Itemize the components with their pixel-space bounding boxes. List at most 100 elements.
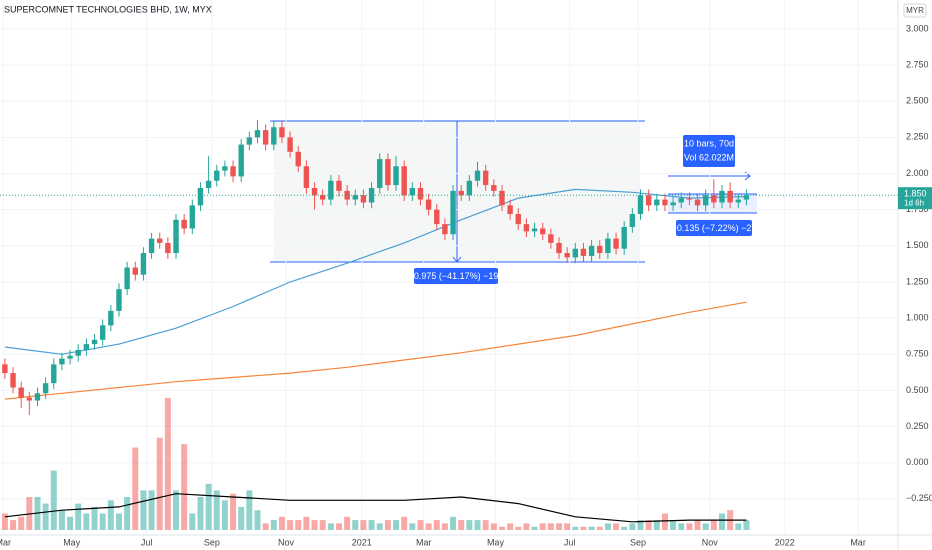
candle-body	[42, 383, 49, 394]
volume-bar	[287, 520, 294, 530]
volume-ma	[4, 493, 747, 523]
volume-bar	[156, 437, 163, 530]
candle-body	[531, 228, 538, 232]
candle-body	[425, 199, 432, 210]
candle-body	[580, 248, 587, 256]
volume-bar	[368, 520, 375, 530]
volume-bar	[735, 523, 742, 530]
candle-body	[51, 364, 57, 384]
candle-body	[507, 205, 513, 214]
volume-bar	[238, 506, 245, 530]
x-tick-label: Jul	[564, 537, 576, 547]
volume-bar	[556, 523, 563, 530]
volume-bar	[409, 523, 416, 530]
volume-bar	[75, 503, 82, 530]
volume-bar	[205, 483, 212, 530]
y-tick-label: 3.000	[906, 23, 929, 33]
candle-body	[352, 195, 358, 200]
candle-body	[515, 214, 521, 225]
chart-title: SUPERCOMNET TECHNOLOGIES BHD, 1W, MYX	[4, 4, 212, 14]
volume-bar	[743, 520, 750, 530]
candle-body	[336, 180, 342, 191]
candle-body	[173, 219, 179, 254]
volume-bar	[107, 500, 114, 530]
volume-bar	[10, 520, 17, 530]
y-tick-label: 0.250	[906, 421, 929, 431]
volume-bar	[718, 513, 725, 530]
volume-bar	[344, 516, 351, 530]
candle-body	[140, 253, 147, 275]
candle-body	[409, 187, 416, 196]
volume-bar	[515, 526, 522, 530]
candle-body	[2, 364, 8, 374]
candle-body	[116, 289, 122, 311]
candle-body	[474, 170, 481, 181]
x-tick-label: Mar	[850, 537, 866, 547]
x-tick-label: May	[63, 537, 81, 547]
candle-body	[621, 227, 627, 249]
candle-body	[637, 195, 644, 214]
candle-body	[360, 195, 367, 203]
y-tick-label: 2.500	[906, 96, 929, 106]
volume-bar	[621, 526, 628, 530]
volume-bar	[181, 444, 188, 530]
volume-bar	[458, 520, 465, 530]
volume-bar	[637, 520, 644, 530]
volume-bar	[531, 526, 538, 530]
volume-bar	[189, 513, 196, 530]
y-tick-label: 0.000	[906, 457, 929, 467]
volume-bar	[262, 523, 269, 530]
last-price-box	[898, 187, 932, 210]
currency: MYR	[906, 6, 924, 15]
y-tick-label: 1.250	[906, 276, 929, 286]
measure-label-box	[414, 268, 498, 284]
candle-body	[83, 344, 90, 350]
candle-body	[311, 187, 318, 196]
candle-body	[556, 242, 562, 254]
volume-bar	[164, 398, 171, 530]
x-tick-label: 2021	[352, 537, 372, 547]
candle-body	[59, 358, 65, 365]
candle-body	[662, 199, 668, 206]
measure-label-box	[676, 220, 752, 236]
volume-bar	[230, 493, 237, 530]
volume-bar	[311, 520, 318, 530]
candle-body	[205, 180, 212, 188]
candle-body	[499, 190, 505, 206]
candle-body	[124, 267, 130, 290]
candle-body	[613, 238, 619, 249]
candle-body	[18, 387, 24, 398]
candle-body	[702, 195, 709, 206]
last-price-label: 1.850	[904, 189, 927, 199]
volume-bar	[352, 520, 359, 530]
volume-bar	[327, 523, 334, 530]
candle-body	[189, 205, 196, 229]
volume-bar	[50, 470, 57, 530]
candle-body	[686, 198, 693, 200]
y-tick-label: 2.250	[906, 132, 929, 142]
volume-bar	[384, 520, 391, 530]
volume-bar	[91, 506, 98, 530]
y-tick-label: 2.750	[906, 59, 929, 69]
candle-body	[735, 199, 741, 203]
candle-body	[246, 137, 253, 145]
volume-bar	[254, 510, 261, 530]
candle-body	[670, 202, 676, 206]
candle-body	[450, 190, 456, 235]
volume-bar	[270, 520, 277, 530]
candle-body	[262, 130, 269, 145]
candle-body	[344, 190, 350, 200]
volume-bar	[710, 520, 717, 530]
candle-body	[108, 310, 114, 326]
volume-bar	[670, 520, 677, 530]
candle-body	[434, 209, 440, 225]
volume-bar	[115, 513, 122, 530]
volume-bar	[466, 520, 473, 530]
candle-body	[328, 180, 334, 200]
currency-box	[903, 3, 927, 18]
candle-body	[743, 195, 750, 200]
candle-body	[377, 159, 383, 188]
candle-body	[99, 325, 106, 340]
candle-body	[727, 190, 733, 203]
